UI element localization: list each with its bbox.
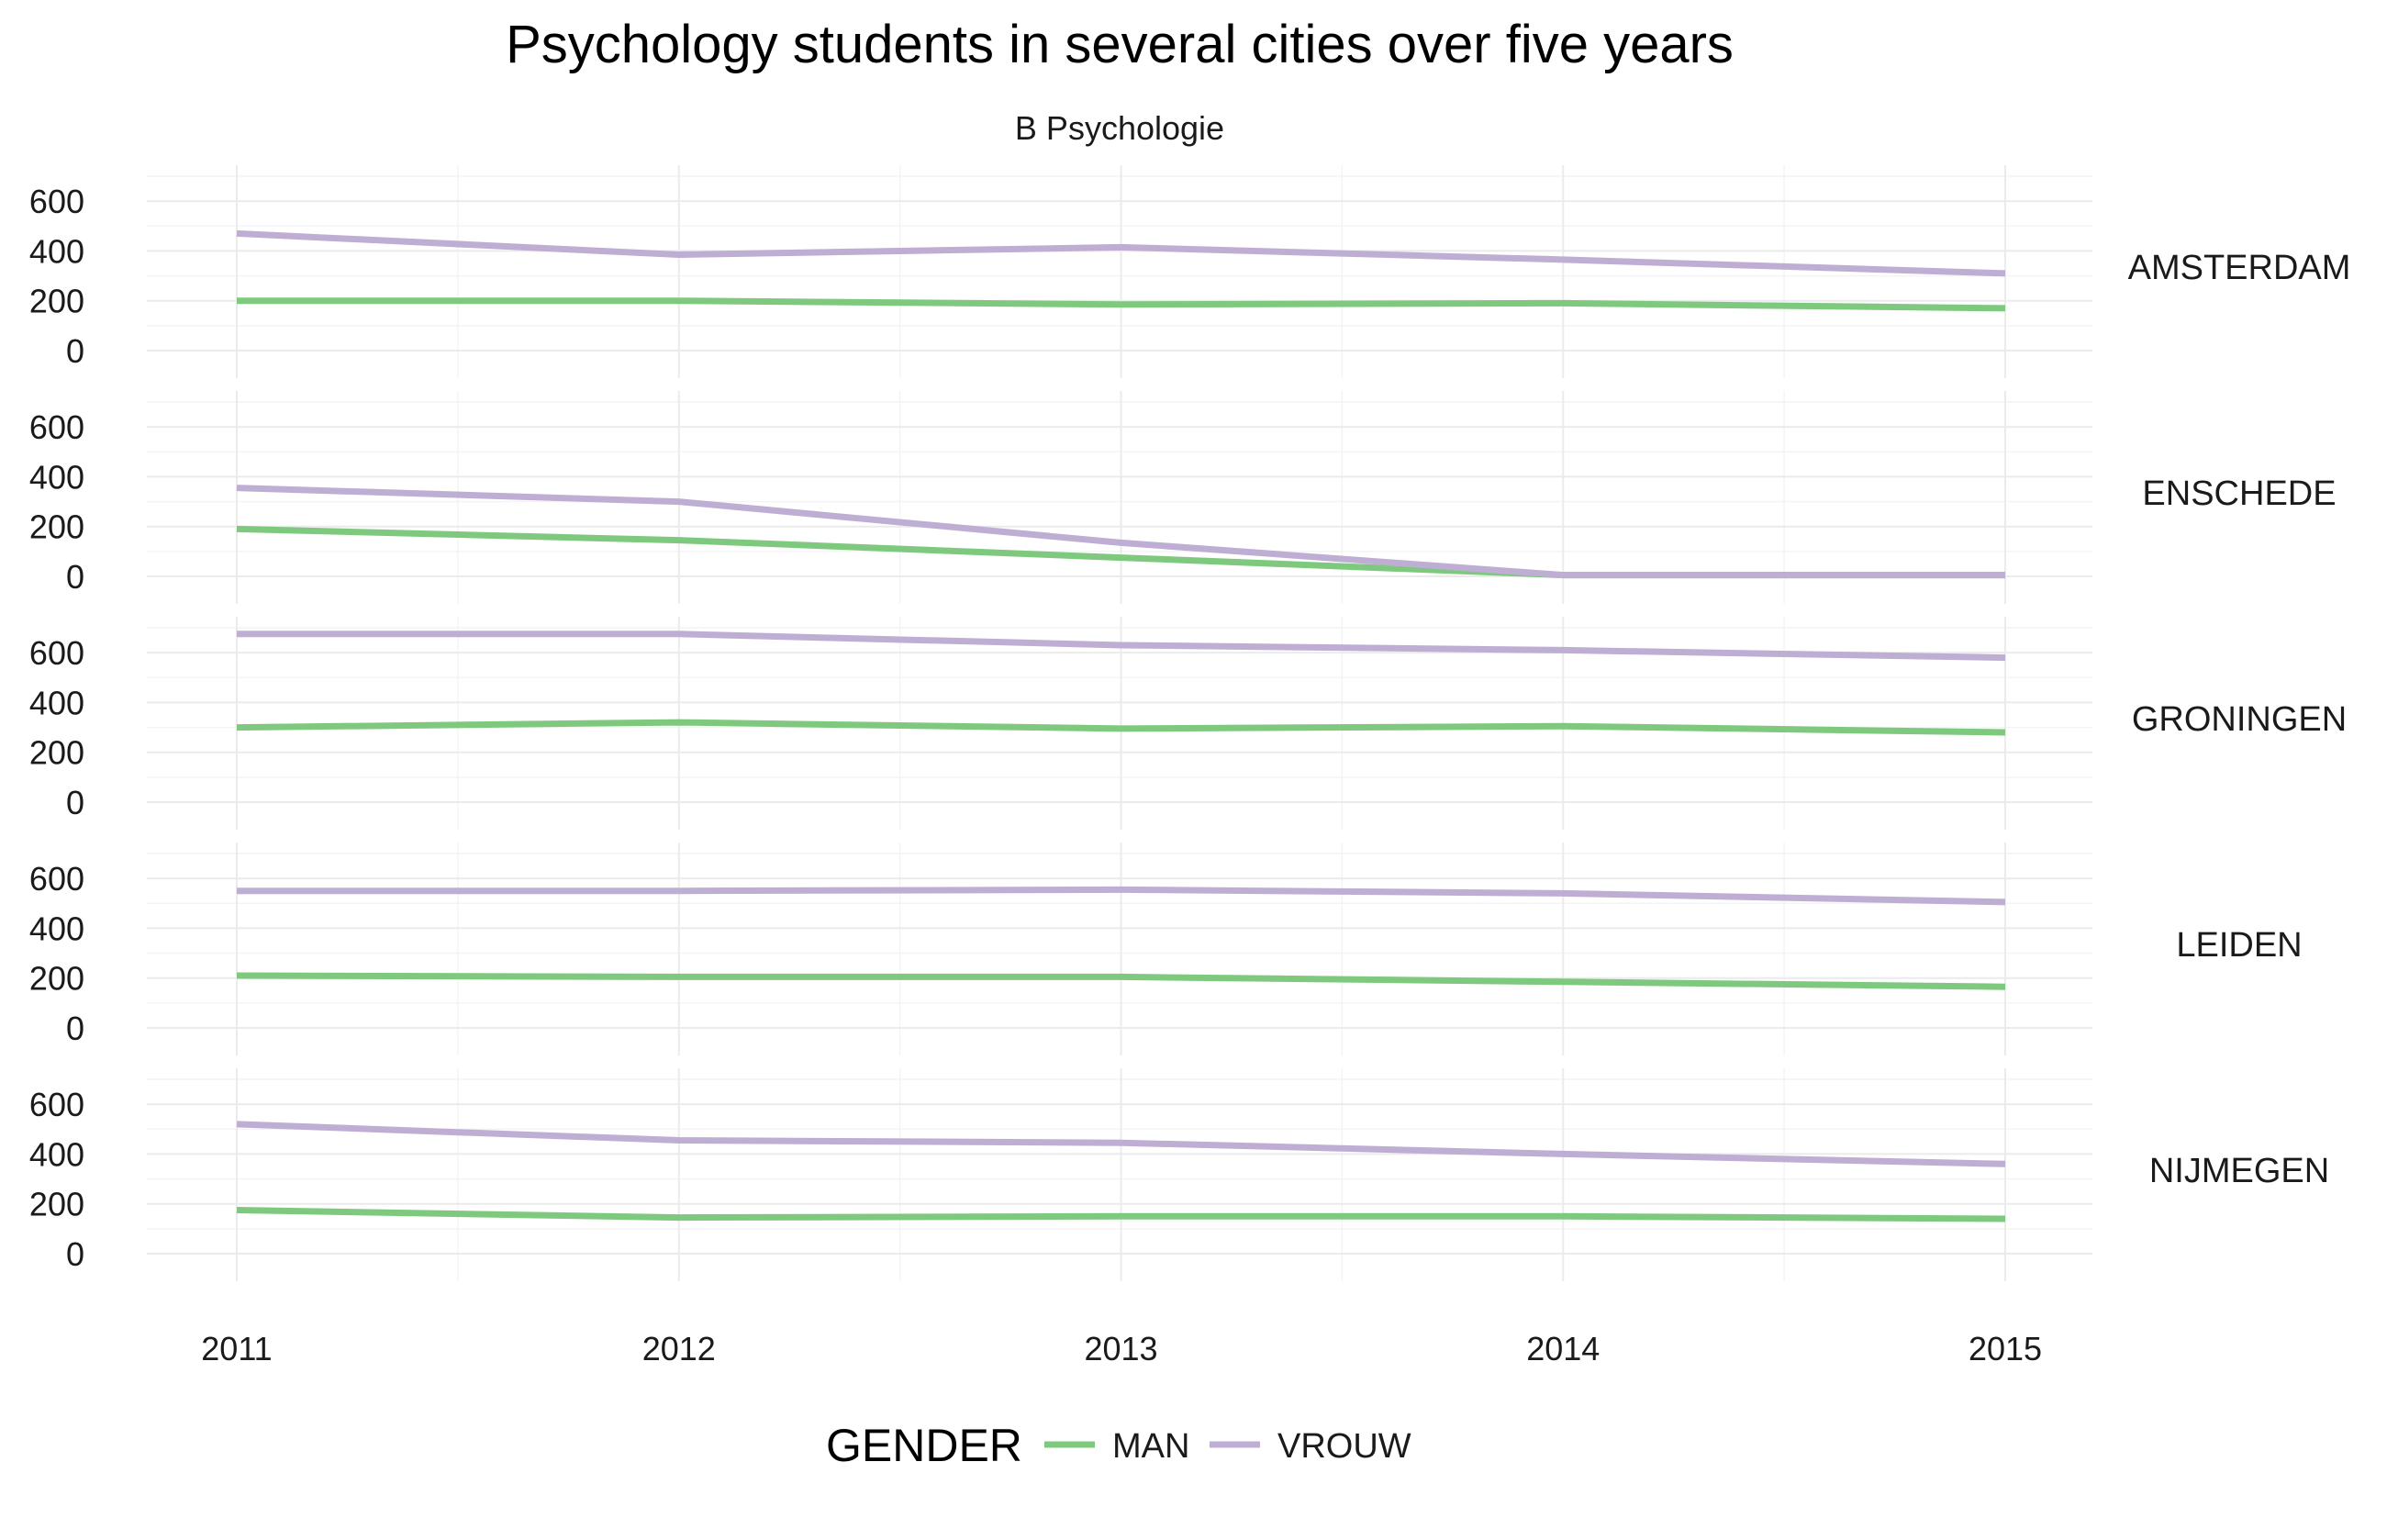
y-tick-label: 200	[29, 734, 84, 772]
y-tick-label: 0	[66, 558, 84, 596]
legend-title: GENDER	[826, 1420, 1022, 1471]
y-tick-label: 400	[29, 1135, 84, 1173]
y-tick-label: 0	[66, 332, 84, 370]
series-line-nijmegen-vrouw	[236, 1121, 2006, 1167]
y-tick-label: 600	[29, 408, 84, 446]
y-tick-label: 200	[29, 283, 84, 320]
facet-strip-leiden: LEIDEN	[2176, 926, 2302, 965]
facet-strip-groningen: GRONINGEN	[2132, 700, 2347, 739]
facet-strip-enschede: ENSCHEDE	[2142, 474, 2336, 513]
x-tick-label: 2013	[1084, 1330, 1157, 1367]
x-axis: 2011 2012 2013 2014 2015	[201, 1330, 2042, 1367]
y-tick-label: 600	[29, 634, 84, 672]
y-tick-label: 400	[29, 458, 84, 496]
panel-enschede: 0 200 400 600 ENSCHEDE	[29, 391, 2337, 604]
y-tick-label: 200	[29, 1186, 84, 1223]
y-tick-label: 600	[29, 183, 84, 220]
x-tick-label: 2012	[642, 1330, 716, 1367]
series-line-groningen-man	[236, 719, 2006, 736]
chart-title: Psychology students in several cities ov…	[506, 15, 1734, 74]
facet-strip-nijmegen: NIJMEGEN	[2149, 1152, 2329, 1190]
series-line-amsterdam-man	[237, 297, 2006, 312]
y-tick-label: 400	[29, 909, 84, 947]
facet-panels: 0 200 400 600 AMSTERDAM 0 200 400 600 ENSCHEDE 0 20…	[29, 165, 2350, 1281]
panel-groningen: 0 200 400 600 GRONINGEN	[29, 617, 2347, 830]
x-tick-label: 2014	[1526, 1330, 1600, 1367]
series-line-leiden-man	[236, 972, 2006, 990]
legend-label-man: MAN	[1112, 1427, 1189, 1466]
x-tick-label: 2015	[1969, 1330, 2042, 1367]
legend-label-vrouw: VROUW	[1277, 1427, 1411, 1466]
y-tick-label: 200	[29, 960, 84, 998]
y-tick-label: 400	[29, 684, 84, 721]
y-tick-label: 400	[29, 232, 84, 270]
facet-strip-amsterdam: AMSTERDAM	[2128, 249, 2351, 287]
y-tick-label: 200	[29, 508, 84, 546]
series-line-groningen-vrouw	[237, 631, 2006, 662]
series-line-amsterdam-vrouw	[236, 229, 2006, 277]
panel-nijmegen: 0 200 400 600 NIJMEGEN	[29, 1068, 2329, 1281]
y-tick-label: 0	[66, 784, 84, 821]
y-tick-label: 0	[66, 1010, 84, 1047]
y-tick-label: 600	[29, 860, 84, 898]
series-line-nijmegen-man	[236, 1207, 2006, 1222]
panel-leiden: 0 200 400 600 LEIDEN	[29, 843, 2303, 1055]
x-tick-label: 2011	[201, 1330, 272, 1367]
y-tick-label: 0	[66, 1235, 84, 1273]
series-line-leiden-vrouw	[237, 886, 2006, 906]
legend: GENDER MAN VROUW	[826, 1420, 1411, 1471]
panel-amsterdam: 0 200 400 600 AMSTERDAM	[29, 165, 2350, 378]
chart-subtitle: B Psychologie	[1015, 109, 1224, 147]
y-tick-label: 600	[29, 1086, 84, 1123]
series-line-enschede-vrouw	[236, 485, 2005, 579]
